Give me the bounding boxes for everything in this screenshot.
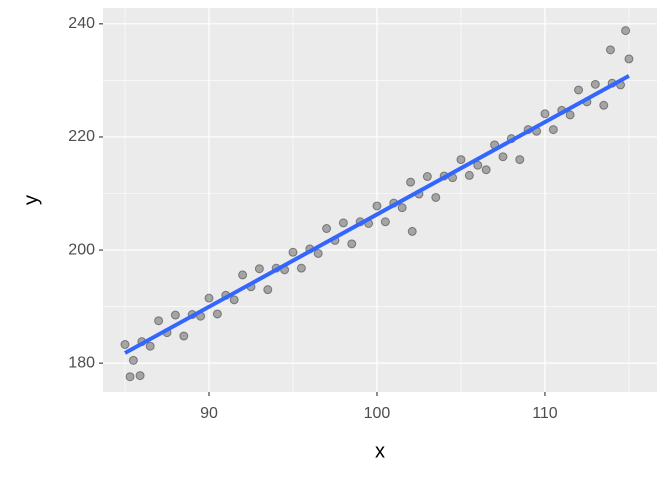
point [624,54,634,64]
point [498,152,508,162]
point [406,177,416,187]
point [347,239,357,249]
point [481,165,491,175]
point [515,155,525,165]
point [313,248,323,258]
point [254,264,264,274]
point [170,310,180,320]
point [456,155,466,165]
point [422,172,432,182]
panel [103,8,657,392]
point [145,341,155,351]
point [565,110,575,120]
point [238,270,248,280]
point [431,192,441,202]
y-tick-label: 220 [68,128,95,145]
point [204,293,214,303]
point [263,285,273,295]
point [296,263,306,273]
point [599,100,609,110]
x-tick-label: 90 [200,405,218,422]
point [621,26,631,36]
fit-line [124,74,630,355]
point [540,109,550,119]
point [338,218,348,228]
point [120,339,130,349]
point [407,226,417,236]
x-tick-label: 100 [364,405,391,422]
point [380,217,390,227]
point [605,45,615,55]
x-tick-label: 110 [532,405,558,422]
point [288,247,298,257]
point [128,355,138,365]
point [590,79,600,89]
point [212,309,222,319]
x-axis-title: x [375,440,385,462]
y-axis-title: y [20,195,42,205]
point [397,203,407,213]
point [322,224,332,234]
point [229,295,239,305]
y-tick-label: 200 [68,241,95,258]
point [464,170,474,180]
point [135,371,145,381]
point [154,316,164,326]
point [574,85,584,95]
point [179,331,189,341]
y-tick-label: 180 [68,354,95,371]
point [372,201,382,211]
y-tick-label: 240 [68,15,95,32]
point [548,125,558,135]
point [125,372,135,382]
